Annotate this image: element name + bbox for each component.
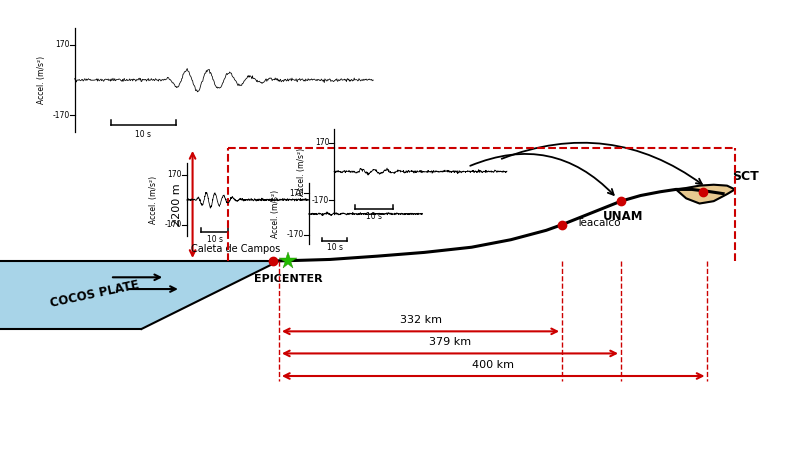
Text: 170: 170 <box>56 40 70 49</box>
Text: COCOS PLATE: COCOS PLATE <box>49 278 140 310</box>
Text: 2200 m: 2200 m <box>172 183 182 226</box>
Text: Accel. (m/s²): Accel. (m/s²) <box>271 190 280 238</box>
Text: 10 s: 10 s <box>327 243 343 252</box>
Text: 10 s: 10 s <box>365 212 382 221</box>
Text: Accel. (m/s²): Accel. (m/s²) <box>37 56 46 104</box>
Text: 170: 170 <box>289 188 303 197</box>
Text: 170: 170 <box>315 138 329 147</box>
Text: SCT: SCT <box>733 170 759 183</box>
Text: -170: -170 <box>165 220 182 229</box>
Text: -170: -170 <box>312 196 329 205</box>
Text: Caleta de Campos: Caleta de Campos <box>191 244 281 254</box>
Polygon shape <box>676 185 735 204</box>
Text: 379 km: 379 km <box>429 337 471 347</box>
Text: UNAM: UNAM <box>603 210 644 223</box>
Text: Teacalco: Teacalco <box>576 218 621 228</box>
Text: -170: -170 <box>287 230 303 239</box>
Text: Accel. (m/s²): Accel. (m/s²) <box>149 176 158 224</box>
Text: EPICENTER: EPICENTER <box>254 274 323 284</box>
Text: 10 s: 10 s <box>207 235 222 244</box>
Text: 400 km: 400 km <box>472 360 514 370</box>
Polygon shape <box>0 261 279 329</box>
Text: 332 km: 332 km <box>399 315 442 325</box>
Text: -170: -170 <box>53 110 70 119</box>
Text: Accel. (m/s²): Accel. (m/s²) <box>296 148 306 196</box>
Text: 170: 170 <box>167 171 182 180</box>
Text: 10 s: 10 s <box>135 130 152 139</box>
